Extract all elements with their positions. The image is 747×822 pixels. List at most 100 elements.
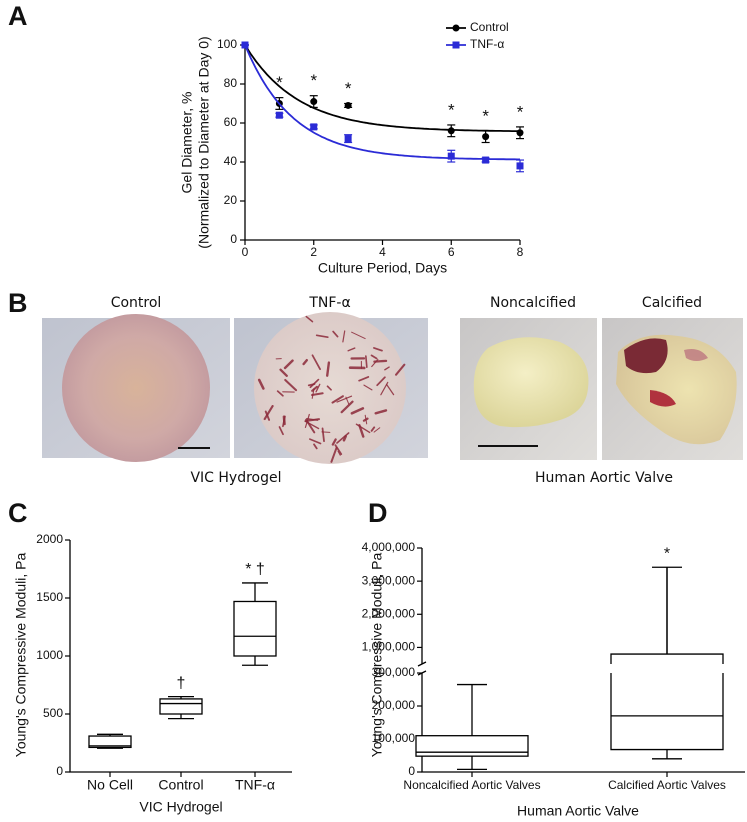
stain <box>276 390 284 397</box>
point <box>447 152 455 160</box>
stain <box>374 409 388 415</box>
point <box>310 123 318 131</box>
point <box>516 162 524 170</box>
y-tick-label: 1,000,000 <box>362 640 416 654</box>
box <box>88 735 132 749</box>
stain <box>302 358 308 366</box>
y-tick-label: 2,000,000 <box>362 606 416 620</box>
annotation: * <box>664 545 670 562</box>
significance: * <box>448 100 455 119</box>
stain <box>336 395 353 403</box>
point <box>447 127 455 135</box>
stain <box>350 407 365 415</box>
y-tick-label: 0 <box>230 232 237 246</box>
x-axis-label: Culture Period, Days <box>318 260 447 276</box>
stain <box>311 392 324 397</box>
stain <box>321 427 325 443</box>
y-tick-label: 80 <box>224 76 238 90</box>
y-tick-label: 500 <box>43 706 63 720</box>
photo-noncalcified <box>460 318 597 460</box>
stain <box>331 395 344 404</box>
x-tick-label: 4 <box>379 245 386 259</box>
point <box>344 101 352 109</box>
stain <box>257 378 265 390</box>
annotation: * † <box>245 561 265 578</box>
stain <box>313 443 318 450</box>
stain <box>279 368 288 377</box>
stain <box>340 400 354 414</box>
stain <box>386 383 395 396</box>
box <box>233 600 277 657</box>
x-tick-label: 2 <box>310 245 317 259</box>
legend-marker <box>452 41 460 49</box>
stain <box>307 383 316 387</box>
stain <box>305 315 314 323</box>
legend-marker <box>452 24 460 32</box>
significance: * <box>276 73 283 92</box>
stain <box>351 331 366 340</box>
stain <box>376 376 386 387</box>
significance: * <box>517 102 524 121</box>
stain <box>331 438 337 446</box>
point <box>310 98 318 106</box>
y-tick-label: 0 <box>408 764 415 778</box>
legend-label: Control <box>470 20 509 34</box>
point <box>344 135 352 143</box>
stain <box>370 354 378 360</box>
y-axis-label: Young's Compressive Moduli, Pa <box>13 553 29 758</box>
panel-label: B <box>8 288 28 318</box>
x-tick-label: No Cell <box>87 777 133 793</box>
stain <box>278 426 284 436</box>
x-tick-label: Calcified Aortic Valves <box>608 778 726 792</box>
stain <box>309 438 322 445</box>
significance: * <box>310 71 317 90</box>
box <box>415 735 529 757</box>
photo-label: Control <box>111 295 162 311</box>
x-tick-label: 8 <box>517 245 524 259</box>
stain <box>315 334 329 339</box>
stain <box>373 347 383 352</box>
y-tick-label: 300,000 <box>372 665 416 679</box>
stain <box>347 347 356 352</box>
legend-label: TNF-α <box>470 37 504 51</box>
y-axis-label: Gel Diameter, % <box>179 92 195 194</box>
stain <box>330 446 338 463</box>
stain <box>315 383 321 393</box>
point <box>275 111 283 119</box>
photo-group-label: VIC Hydrogel <box>190 470 281 486</box>
stain <box>326 385 332 391</box>
y-tick-label: 60 <box>224 115 238 129</box>
stain <box>365 355 368 369</box>
photo-group-label: Human Aortic Valve <box>535 470 673 486</box>
stain <box>334 444 343 456</box>
point <box>482 133 490 141</box>
stain <box>337 450 341 456</box>
y-tick-label: 4,000,000 <box>362 540 416 554</box>
x-tick-label: 0 <box>242 245 249 259</box>
stain <box>306 417 319 421</box>
stain <box>336 432 350 444</box>
photo-label: Noncalcified <box>490 295 576 311</box>
stain <box>282 415 286 428</box>
stain <box>384 366 390 371</box>
stain <box>395 363 406 376</box>
y-tick-label: 40 <box>224 154 238 168</box>
stain <box>305 418 316 434</box>
stain <box>311 385 318 392</box>
x-tick-label: TNF-α <box>235 777 275 793</box>
stain <box>373 427 381 433</box>
fit-curve <box>244 44 520 161</box>
x-axis-label: Human Aortic Valve <box>517 803 639 819</box>
point <box>482 156 490 164</box>
stain <box>283 359 294 370</box>
axis <box>244 45 520 241</box>
photo-label: TNF-α <box>308 295 350 311</box>
box <box>159 698 203 715</box>
box <box>610 653 724 664</box>
stain <box>311 354 321 371</box>
stain <box>355 423 371 434</box>
stain <box>263 405 274 421</box>
stain <box>358 376 370 382</box>
y-axis-label: Young's Compressive Moduli, Pa <box>369 553 385 758</box>
